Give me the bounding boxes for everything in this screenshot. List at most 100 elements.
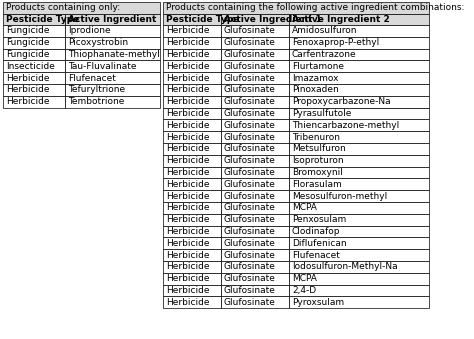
Bar — [289, 60, 429, 72]
Bar — [65, 60, 160, 72]
Bar — [163, 249, 221, 261]
Bar — [221, 72, 289, 84]
Text: Glufosinate: Glufosinate — [224, 133, 276, 142]
Text: Fungicide: Fungicide — [6, 50, 49, 59]
Text: Herbicide: Herbicide — [166, 215, 210, 224]
Text: Glufosinate: Glufosinate — [224, 203, 276, 213]
Text: Herbicide: Herbicide — [166, 262, 210, 272]
Text: Glufosinate: Glufosinate — [224, 156, 276, 165]
Bar — [221, 249, 289, 261]
Bar — [221, 261, 289, 273]
Bar — [163, 37, 221, 48]
Text: Herbicide: Herbicide — [166, 180, 210, 189]
Bar — [3, 84, 65, 96]
Text: Herbicide: Herbicide — [166, 286, 210, 295]
Bar — [163, 214, 221, 225]
Text: Glufosinate: Glufosinate — [224, 144, 276, 154]
Text: Tribenuron: Tribenuron — [292, 133, 340, 142]
Text: Herbicide: Herbicide — [166, 133, 210, 142]
Text: Products containing the following active ingredient combinations:: Products containing the following active… — [166, 3, 465, 13]
Text: Pesticide Type: Pesticide Type — [166, 15, 239, 24]
Text: Flufenacet: Flufenacet — [68, 74, 116, 83]
Bar — [65, 84, 160, 96]
Bar — [289, 214, 429, 225]
Bar — [289, 237, 429, 249]
Text: Fenoxaprop-P-ethyl: Fenoxaprop-P-ethyl — [292, 38, 379, 47]
Text: Pyroxsulam: Pyroxsulam — [292, 298, 344, 307]
Bar — [65, 48, 160, 60]
Bar — [221, 190, 289, 202]
Bar — [289, 72, 429, 84]
Bar — [3, 96, 65, 107]
Text: Mesosulfuron-methyl: Mesosulfuron-methyl — [292, 192, 387, 201]
Text: Tembotrione: Tembotrione — [68, 97, 124, 106]
Bar — [221, 25, 289, 37]
Bar — [3, 72, 65, 84]
Text: Glufosinate: Glufosinate — [224, 239, 276, 248]
Bar — [289, 202, 429, 214]
Bar — [289, 249, 429, 261]
Bar — [163, 107, 221, 119]
Bar — [3, 48, 65, 60]
Text: Propoxycarbazone-Na: Propoxycarbazone-Na — [292, 97, 391, 106]
Text: Metsulfuron: Metsulfuron — [292, 144, 346, 154]
Bar — [65, 96, 160, 107]
Bar — [221, 131, 289, 143]
Bar — [163, 96, 221, 107]
Bar — [221, 96, 289, 107]
Bar — [65, 25, 160, 37]
Text: Active Ingredient: Active Ingredient — [68, 15, 156, 24]
Text: Clodinafop: Clodinafop — [292, 227, 340, 236]
Bar — [163, 84, 221, 96]
Text: Herbicide: Herbicide — [166, 274, 210, 283]
Bar — [221, 285, 289, 296]
Bar — [289, 96, 429, 107]
Bar — [163, 119, 221, 131]
Text: 2,4-D: 2,4-D — [292, 286, 316, 295]
Bar — [221, 48, 289, 60]
Text: Herbicide: Herbicide — [166, 38, 210, 47]
Text: Thiencarbazone-methyl: Thiencarbazone-methyl — [292, 121, 399, 130]
Text: Thiophanate-methyl: Thiophanate-methyl — [68, 50, 160, 59]
Bar — [289, 166, 429, 178]
Text: Herbicide: Herbicide — [166, 26, 210, 35]
Text: Fungicide: Fungicide — [6, 38, 49, 47]
Text: Florasulam: Florasulam — [292, 180, 342, 189]
Bar — [163, 48, 221, 60]
Text: Glufosinate: Glufosinate — [224, 298, 276, 307]
Text: Glufosinate: Glufosinate — [224, 74, 276, 83]
Text: Picoxystrobin: Picoxystrobin — [68, 38, 128, 47]
Bar — [163, 155, 221, 166]
Bar — [289, 107, 429, 119]
Bar — [163, 190, 221, 202]
Bar — [289, 131, 429, 143]
Text: Glufosinate: Glufosinate — [224, 38, 276, 47]
Text: Products containing only:: Products containing only: — [6, 3, 120, 13]
Text: Isoproturon: Isoproturon — [292, 156, 344, 165]
Text: Iodosulfuron-Methyl-Na: Iodosulfuron-Methyl-Na — [292, 262, 398, 272]
Text: Glufosinate: Glufosinate — [224, 168, 276, 177]
Bar — [65, 37, 160, 48]
Bar — [221, 143, 289, 155]
Text: Herbicide: Herbicide — [166, 121, 210, 130]
Bar — [221, 225, 289, 237]
Text: Herbicide: Herbicide — [166, 251, 210, 260]
Text: Herbicide: Herbicide — [166, 168, 210, 177]
Text: Glufosinate: Glufosinate — [224, 227, 276, 236]
Text: Herbicide: Herbicide — [166, 97, 210, 106]
Bar — [289, 178, 429, 190]
Bar — [221, 237, 289, 249]
Bar — [3, 2, 160, 14]
Bar — [221, 202, 289, 214]
Text: Herbicide: Herbicide — [166, 85, 210, 94]
Text: Glufosinate: Glufosinate — [224, 109, 276, 118]
Bar — [289, 155, 429, 166]
Text: MCPA: MCPA — [292, 274, 317, 283]
Text: Herbicide: Herbicide — [166, 227, 210, 236]
Text: Diflufenican: Diflufenican — [292, 239, 346, 248]
Bar — [163, 166, 221, 178]
Text: Glufosinate: Glufosinate — [224, 97, 276, 106]
Bar — [289, 190, 429, 202]
Bar — [163, 237, 221, 249]
Text: Herbicide: Herbicide — [166, 74, 210, 83]
